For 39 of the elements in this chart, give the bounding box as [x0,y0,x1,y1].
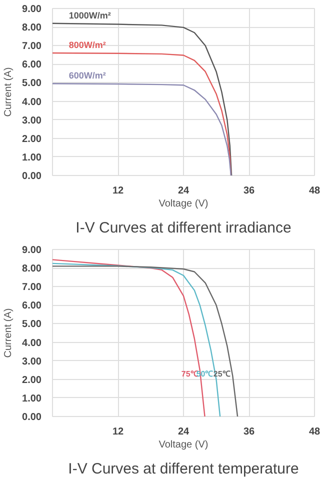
y-axis-title: Current (A) [3,67,14,117]
y-tick-label: 2.00 [22,374,42,386]
line-series [52,83,232,176]
x-tick-label: 48 [308,426,320,438]
y-tick-label: 2.00 [22,134,42,145]
y-tick-label: 9.00 [22,245,42,256]
series-label: 800W/m² [68,40,106,50]
x-tick-label: 24 [178,186,190,196]
y-tick-label: 0.00 [22,171,42,182]
y-tick-label: 3.00 [22,356,42,368]
y-tick-label: 5.00 [22,319,42,330]
series-label: 1000W/m² [68,10,111,20]
y-tick-label: 9.00 [22,4,42,15]
x-tick-label: 36 [243,186,255,196]
y-tick-label: 4.00 [22,96,42,108]
y-tick-label: 1.00 [22,152,42,164]
text: I-V Curves at different irradiance [76,220,292,236]
y-tick-label: 1.00 [22,393,42,404]
x-tick-label: 48 [308,186,320,196]
y-tick-label: 3.00 [22,115,42,126]
y-tick-label: 8.00 [22,264,42,275]
series-label: 600W/m² [68,70,106,81]
x-axis-title: Voltage (V) [158,440,208,450]
x-tick-label: 12 [112,186,124,196]
y-tick-label: 7.00 [22,41,42,52]
y-tick-label: 5.00 [22,78,42,90]
y-tick-label: 6.00 [22,300,42,312]
y-tick-label: 8.00 [22,22,42,34]
x-axis-title: Voltage (V) [158,198,208,210]
line-series [52,22,232,176]
y-axis-title: Current (A) [3,308,14,358]
y-tick-label: 7.00 [22,282,42,294]
x-tick-label: 24 [178,426,190,438]
x-tick-label: 36 [243,426,255,438]
text: I-V Curves at different temperature [68,460,299,478]
x-tick-label: 12 [112,426,124,438]
y-tick-label: 6.00 [22,60,42,71]
y-tick-label: 0.00 [22,412,42,423]
y-tick-label: 4.00 [22,338,42,349]
